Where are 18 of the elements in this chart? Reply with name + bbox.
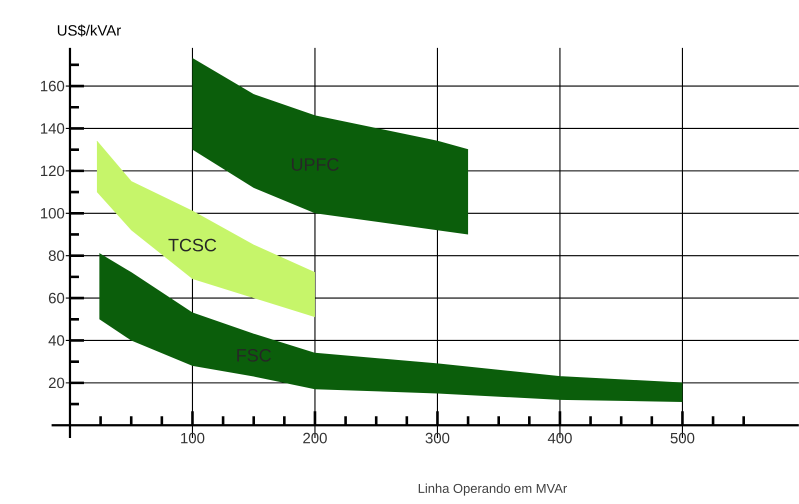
x-axis-title: Linha Operando em MVAr (418, 484, 567, 496)
y-tick-label: 100 (40, 208, 64, 219)
y-tick-label: 60 (48, 292, 64, 304)
y-tick-label: 140 (40, 123, 64, 134)
x-tick-label: 100 (181, 432, 204, 444)
x-tick-label: 200 (303, 432, 327, 444)
x-tick-label: 300 (426, 432, 450, 444)
x-tick-label: 500 (670, 432, 694, 444)
y-tick-label: 160 (40, 80, 64, 92)
y-tick-label: 20 (48, 378, 64, 388)
text: UPFC (292, 158, 339, 171)
y-tick-label: 80 (48, 250, 64, 261)
y-tick-label: 120 (40, 166, 64, 176)
x-tick-label: 400 (548, 432, 572, 444)
series-label: TCSC (168, 238, 216, 252)
series-label: FSC (237, 348, 271, 362)
y-axis-title: US$/kVAr (58, 24, 121, 37)
y-tick-label: 40 (48, 335, 64, 346)
